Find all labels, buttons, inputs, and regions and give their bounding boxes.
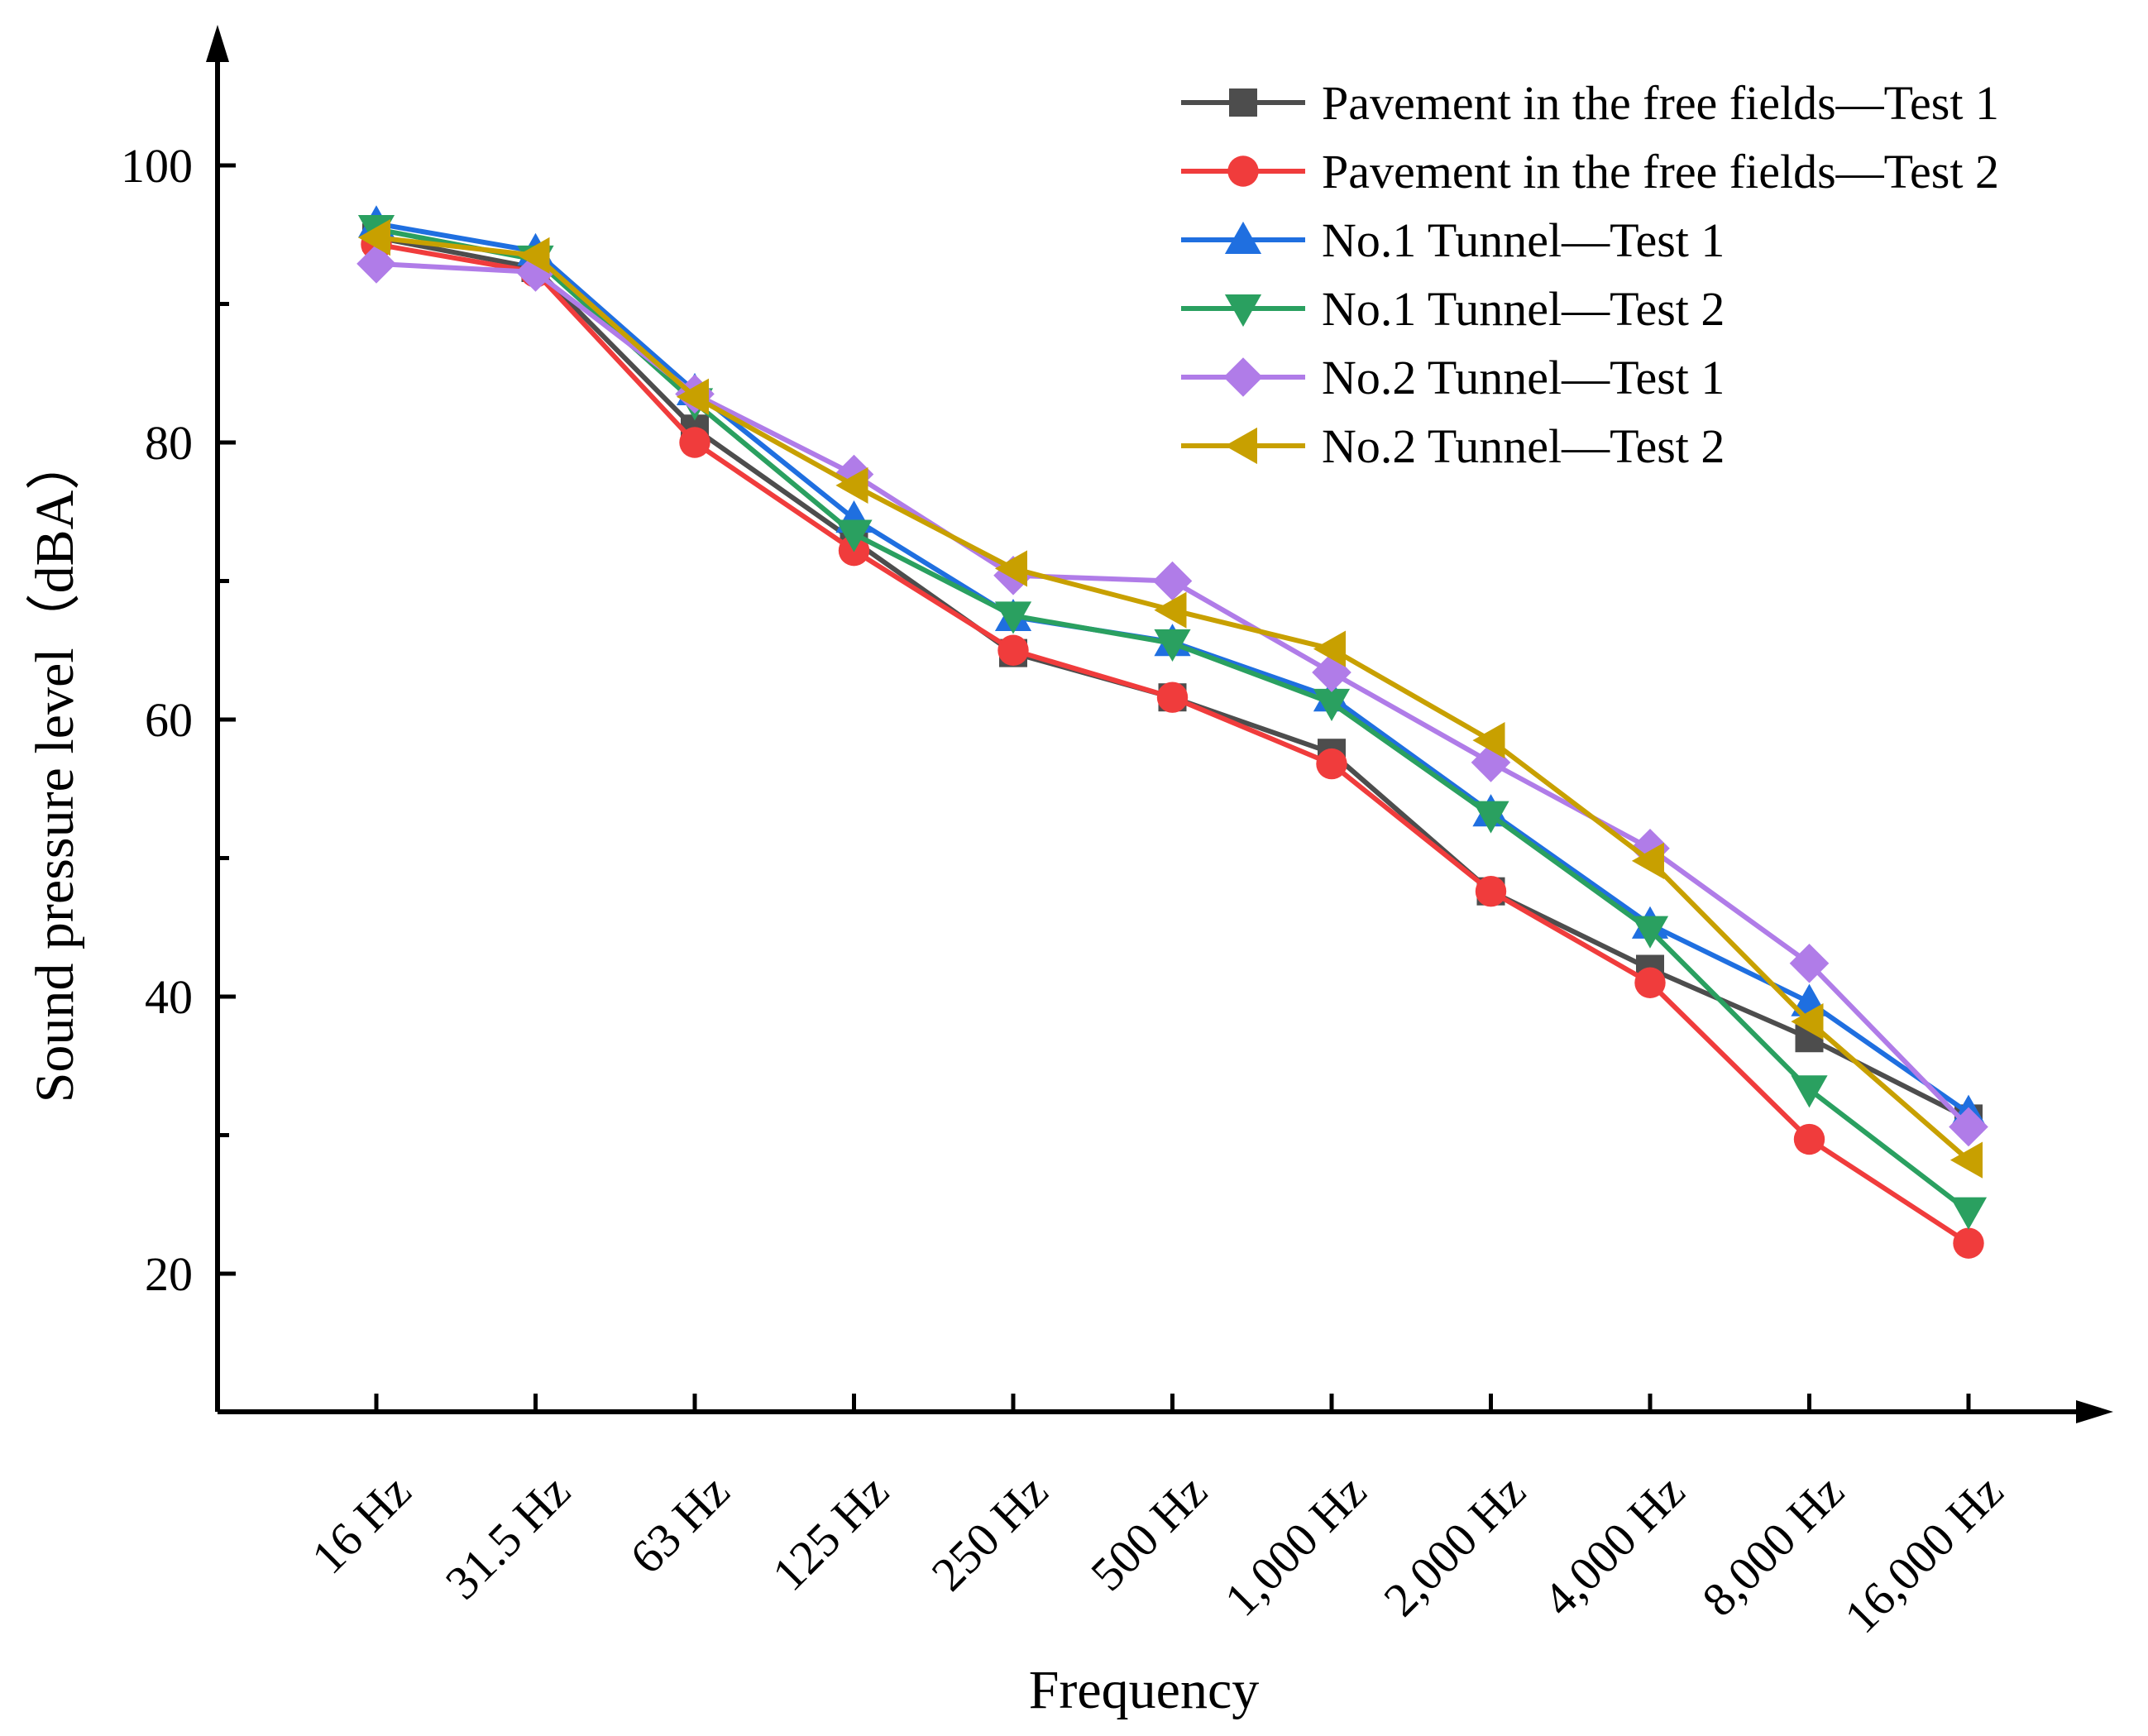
y-tick-label: 80	[145, 416, 193, 470]
legend-label: Pavement in the free fields—Test 2	[1322, 145, 1999, 198]
y-tick-label: 40	[145, 970, 193, 1024]
triangle-down-marker	[1472, 801, 1509, 834]
diamond-marker	[515, 252, 556, 292]
triangle-down-marker	[1791, 1075, 1828, 1108]
x-tick-label: 500 Hz	[1080, 1464, 1218, 1601]
series-2	[361, 228, 1984, 1259]
legend: Pavement in the free fields—Test 1 Paveme…	[1181, 76, 1999, 473]
legend-entry: No.1 Tunnel—Test 2	[1181, 282, 1725, 336]
legend-entry: No.2 Tunnel—Test 2	[1181, 419, 1725, 473]
legend-label: No.2 Tunnel—Test 2	[1322, 419, 1725, 473]
circle-marker	[1475, 876, 1507, 907]
triangle-left-marker	[1631, 842, 1664, 879]
x-axis-label: Frequency	[1029, 1660, 1260, 1720]
circle-marker	[679, 427, 710, 458]
x-tick-label: 1,000 Hz	[1214, 1464, 1376, 1626]
triangle-down-marker	[1224, 294, 1262, 328]
series-5	[356, 244, 1988, 1147]
series-1	[362, 223, 1983, 1133]
triangle-left-marker	[1949, 1141, 1983, 1179]
triangle-left-marker	[1313, 630, 1346, 667]
triangle-left-marker	[835, 466, 868, 505]
triangle-down-marker	[1313, 688, 1351, 721]
x-tick-label: 250 Hz	[921, 1464, 1059, 1601]
diamond-marker	[1789, 944, 1830, 983]
y-tick-label: 100	[121, 139, 193, 193]
x-tick-label: 31.5 Hz	[435, 1464, 581, 1609]
series-line	[376, 242, 1970, 1246]
x-tick-label: 4,000 Hz	[1533, 1464, 1695, 1626]
triangle-left-marker	[1791, 1003, 1824, 1040]
legend-entry: No.2 Tunnel—Test 1	[1181, 351, 1725, 404]
y-tick-label: 60	[145, 693, 193, 747]
triangle-down-marker	[835, 519, 873, 552]
x-tick-label: 8,000 Hz	[1691, 1464, 1854, 1626]
diamond-marker	[1152, 561, 1193, 601]
series-6	[357, 219, 1983, 1179]
x-tick-label: 125 Hz	[762, 1464, 899, 1601]
triangle-up-marker	[1224, 221, 1262, 254]
triangle-down-marker	[994, 601, 1032, 634]
diamond-marker	[356, 244, 396, 284]
y-tick-label: 20	[145, 1247, 193, 1301]
x-tick-label: 63 Hz	[620, 1464, 739, 1584]
axes	[206, 25, 2113, 1423]
circle-marker	[1634, 967, 1666, 998]
triangle-down-marker	[1949, 1197, 1988, 1230]
legend-entry: No.1 Tunnel—Test 1	[1181, 213, 1725, 267]
legend-label: Pavement in the free fields—Test 1	[1322, 76, 1999, 130]
circle-marker	[1793, 1123, 1825, 1155]
triangle-left-marker	[676, 378, 709, 415]
diamond-marker	[1949, 1107, 1988, 1147]
diamond-marker	[1223, 357, 1263, 397]
legend-entry: Pavement in the free fields—Test 1	[1181, 76, 1999, 130]
legend-label: No.1 Tunnel—Test 2	[1322, 282, 1725, 336]
x-tick-label: 16,000 Hz	[1834, 1464, 2013, 1643]
triangle-down-marker	[1154, 629, 1191, 662]
circle-marker	[1227, 155, 1259, 187]
triangle-left-marker	[1472, 722, 1505, 759]
triangle-left-marker	[357, 219, 390, 256]
legend-label: No.1 Tunnel—Test 1	[1322, 213, 1725, 267]
square-marker	[1229, 88, 1257, 117]
triangle-left-marker	[1224, 427, 1257, 465]
triangle-left-marker	[1154, 591, 1187, 629]
legend-label: No.2 Tunnel—Test 1	[1322, 351, 1725, 404]
circle-marker	[1953, 1227, 1984, 1259]
circle-marker	[997, 634, 1029, 666]
x-axis-arrow	[2076, 1400, 2113, 1423]
series-group	[356, 205, 1988, 1259]
legend-entry: Pavement in the free fields—Test 2	[1181, 145, 1999, 198]
triangle-left-marker	[517, 237, 550, 274]
triangle-left-marker	[994, 550, 1027, 587]
x-tick-label: 16 Hz	[301, 1464, 421, 1584]
triangle-down-marker	[1631, 916, 1669, 949]
y-axis-arrow	[206, 25, 229, 62]
series-4	[357, 215, 1988, 1230]
y-axis-label: Sound pressure level（dBA）	[25, 436, 85, 1103]
circle-marker	[1156, 681, 1189, 713]
circle-marker	[1316, 748, 1347, 780]
series-line	[376, 235, 1970, 1121]
tick-marks: 20 40 60 80 100 16 Hz 31.5 Hz 63 Hz 125 Hz 250 Hz…	[121, 139, 2013, 1643]
x-tick-label: 2,000 Hz	[1373, 1464, 1535, 1626]
